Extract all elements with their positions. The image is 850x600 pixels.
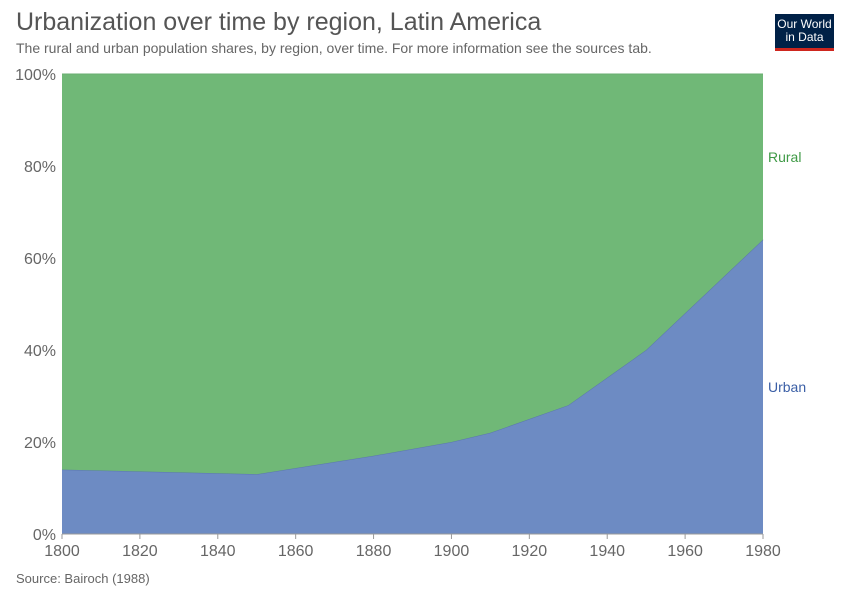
- x-tick-label: 1940: [589, 543, 625, 560]
- series-label-urban: Urban: [768, 379, 806, 395]
- series-labels: Urban Rural: [768, 149, 806, 395]
- series-label-rural: Rural: [768, 149, 801, 165]
- owid-logo[interactable]: Our World in Data: [775, 14, 834, 51]
- x-tick-label: 1920: [512, 543, 548, 560]
- chart-subtitle: The rural and urban population shares, b…: [16, 40, 652, 56]
- y-tick-label: 40%: [24, 343, 56, 360]
- x-tick-label: 1860: [278, 543, 314, 560]
- y-tick-label: 20%: [24, 435, 56, 452]
- y-tick-label: 0%: [33, 527, 56, 544]
- y-axis-ticks: 0% 20% 40% 60% 80% 100%: [15, 67, 56, 544]
- x-axis-ticks: 1800 1820 1840 1860 1880 1900 1920 1940 1960 1980: [44, 533, 781, 560]
- x-tick-label: 1900: [434, 543, 470, 560]
- area-series: [61, 73, 764, 534]
- logo-line-2: in Data: [785, 30, 824, 44]
- x-tick-label: 1880: [356, 543, 392, 560]
- chart-title: Urbanization over time by region, Latin …: [16, 8, 542, 36]
- y-tick-label: 80%: [24, 159, 56, 176]
- x-tick-label: 1840: [200, 543, 236, 560]
- y-tick-label: 100%: [15, 67, 56, 84]
- source-note: Source: Bairoch (1988): [16, 571, 150, 586]
- y-tick-label: 60%: [24, 251, 56, 268]
- x-tick-label: 1820: [122, 543, 158, 560]
- area-urban[interactable]: [62, 239, 763, 534]
- x-tick-label: 1960: [667, 543, 703, 560]
- logo-line-1: Our World: [777, 17, 832, 31]
- x-tick-label: 1980: [745, 543, 781, 560]
- area-rural[interactable]: [62, 74, 763, 475]
- x-tick-label: 1800: [44, 543, 80, 560]
